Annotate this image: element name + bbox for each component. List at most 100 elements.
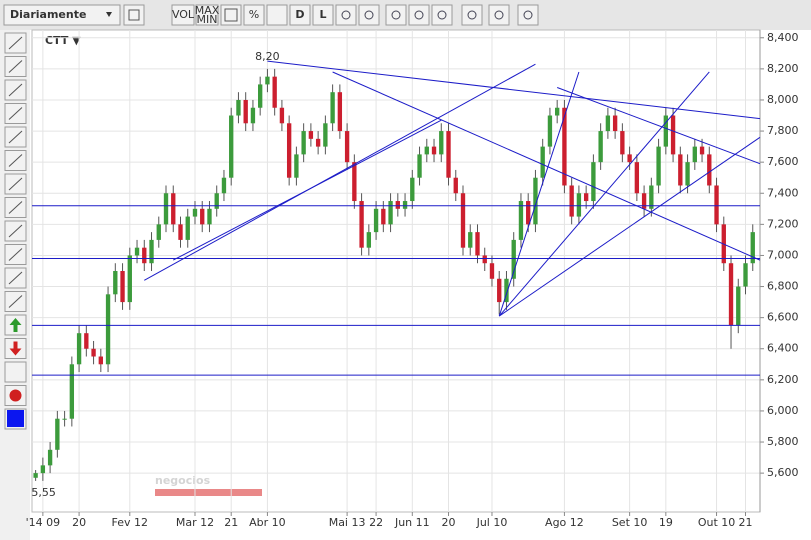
tool-button[interactable]: [266, 4, 288, 26]
candle-body: [359, 201, 364, 248]
candle-body: [497, 278, 502, 303]
tool-button[interactable]: [431, 4, 453, 26]
tool-button[interactable]: [358, 4, 380, 26]
tool-button[interactable]: [4, 361, 27, 383]
candle-body: [634, 162, 640, 194]
candle-body: [656, 146, 661, 186]
y-tick-label: 6,800: [767, 280, 799, 293]
tool-button[interactable]: [289, 4, 311, 26]
candle-body: [641, 193, 647, 209]
tool-button[interactable]: [123, 4, 145, 26]
tool-button[interactable]: [335, 4, 357, 26]
candle-body: [395, 201, 400, 209]
y-tick-label: 8,400: [767, 31, 799, 44]
tool-button[interactable]: [408, 4, 430, 26]
candle-body: [156, 224, 161, 240]
icon: [8, 36, 23, 50]
x-tick-label: 21: [224, 516, 238, 529]
candle-body: [178, 224, 183, 240]
x-tick-label: Mar 12: [176, 516, 214, 529]
y-tick-label: 7,600: [767, 155, 799, 168]
candle-body: [576, 193, 582, 217]
candle-body: [468, 232, 473, 248]
icon: [9, 389, 22, 402]
x-tick-label: '14 09: [26, 516, 61, 529]
icon: [8, 224, 23, 238]
candle-body: [583, 193, 589, 202]
tool-button[interactable]: [461, 4, 483, 26]
tool-button[interactable]: [385, 4, 407, 26]
tool-button[interactable]: [243, 4, 265, 26]
x-tick-label: Jun 11: [394, 516, 430, 529]
trend-line: [173, 119, 442, 261]
tool-button[interactable]: [488, 4, 510, 26]
candle-body: [743, 263, 748, 287]
candle-body: [250, 107, 256, 124]
candle-body: [265, 76, 270, 85]
candle-body: [417, 154, 422, 178]
candle-body: [323, 123, 328, 147]
candle-body: [200, 208, 205, 225]
button-label: MAX: [195, 4, 220, 17]
tool-button[interactable]: [171, 4, 195, 26]
candle-body: [678, 154, 683, 186]
candle-body: [475, 232, 480, 256]
candle-body: [526, 201, 531, 225]
icon: [467, 10, 477, 20]
tool-button[interactable]: [195, 4, 219, 26]
trend-line: [498, 71, 580, 317]
candle-body: [736, 286, 741, 326]
candle-body: [98, 356, 103, 365]
annotation: 5,55: [31, 486, 56, 499]
candle-body: [236, 99, 241, 116]
x-tick-label: Jul 10: [476, 516, 508, 529]
candle-body: [439, 131, 444, 155]
candle-body: [352, 162, 357, 202]
candle-body: [286, 123, 292, 178]
x-tick-label: Fev 12: [112, 516, 149, 529]
y-tick-label: 6,600: [767, 311, 799, 324]
candle-body: [518, 201, 524, 240]
icon: [364, 10, 374, 20]
y-tick-label: 8,200: [767, 62, 799, 75]
candle-body: [62, 418, 67, 420]
icon: [9, 318, 22, 332]
x-tick-label: Set 10: [612, 516, 648, 529]
ticker: CTT ▼: [45, 34, 81, 47]
candle-body: [670, 115, 676, 155]
candle-body: [540, 146, 545, 178]
y-tick-label: 6,200: [767, 373, 799, 386]
candle-body: [431, 146, 437, 155]
candle-body: [504, 278, 509, 303]
x-tick-label: 22: [369, 516, 383, 529]
candle-body: [308, 131, 314, 139]
candle-body: [207, 208, 212, 225]
candle-body: [699, 146, 705, 155]
button-label: MIN: [197, 13, 218, 26]
tool-button[interactable]: [312, 4, 334, 26]
y-tick-label: 5,600: [767, 466, 799, 479]
candle-body: [489, 263, 495, 279]
trend-line: [144, 63, 536, 281]
candle-body: [381, 208, 386, 225]
candle-body: [366, 232, 372, 248]
candle-body: [562, 107, 567, 186]
trend-line: [498, 71, 710, 317]
candle-body: [214, 193, 219, 209]
tool-button[interactable]: [220, 4, 242, 26]
annotation: 8,20: [255, 50, 280, 63]
candle-body: [84, 333, 89, 349]
period-select[interactable]: [3, 4, 121, 26]
candle-body: [373, 208, 379, 233]
icon: [391, 10, 401, 20]
tool-button[interactable]: [517, 4, 539, 26]
icon: [8, 248, 23, 261]
x-tick-label: 19: [659, 516, 673, 529]
candle-body: [163, 193, 169, 225]
x-tick-label: 20: [442, 516, 456, 529]
x-tick-label: Mai 13: [329, 516, 366, 529]
button-label: D: [295, 8, 304, 21]
candle-body: [620, 131, 625, 155]
candle-body: [120, 271, 125, 303]
